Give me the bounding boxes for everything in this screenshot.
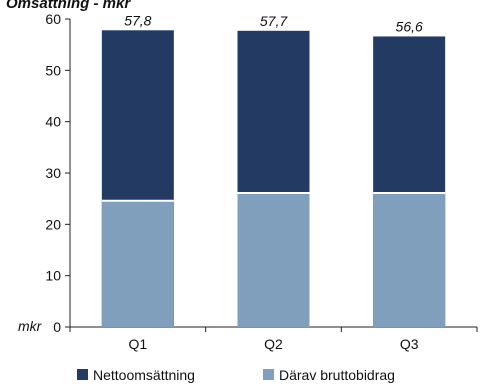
bar-bruttobidrag xyxy=(101,200,174,327)
total-value-label: 57,8 xyxy=(124,12,151,28)
y-tick-label: 20 xyxy=(45,216,61,232)
bars xyxy=(101,30,446,327)
y-unit-label: mkr xyxy=(18,318,43,334)
chart-title: Omsättning - mkr xyxy=(6,0,131,12)
y-tick-label: 50 xyxy=(45,62,61,78)
x-tick-label: Q1 xyxy=(128,336,147,352)
x-axis-ticks: Q1 Q2 Q3 xyxy=(69,327,478,352)
y-tick-label: 30 xyxy=(45,165,61,181)
legend-swatch xyxy=(77,369,88,380)
legend-swatch xyxy=(263,369,274,380)
x-tick-label: Q2 xyxy=(264,336,283,352)
bar-bruttobidrag xyxy=(373,193,446,327)
legend-item-nettoomsattning: Nettoomsättning xyxy=(77,367,195,383)
y-tick-label: 40 xyxy=(45,114,61,130)
legend: Nettoomsättning Därav bruttobidrag xyxy=(77,367,395,383)
y-axis-ticks: 0 10 20 30 40 50 60 xyxy=(45,11,70,335)
y-tick-label: 60 xyxy=(45,11,61,27)
y-tick-label: 10 xyxy=(45,268,61,284)
total-value-label: 57,7 xyxy=(260,13,288,29)
legend-label: Därav bruttobidrag xyxy=(279,367,395,383)
bar-bruttobidrag xyxy=(237,193,310,327)
legend-label: Nettoomsättning xyxy=(93,367,195,383)
legend-item-bruttobidrag: Därav bruttobidrag xyxy=(263,367,395,383)
total-value-label: 56,6 xyxy=(396,18,423,34)
total-labels: 57,8 57,7 56,6 xyxy=(124,12,423,34)
y-tick-label: 0 xyxy=(53,319,61,335)
x-tick-label: Q3 xyxy=(400,336,419,352)
